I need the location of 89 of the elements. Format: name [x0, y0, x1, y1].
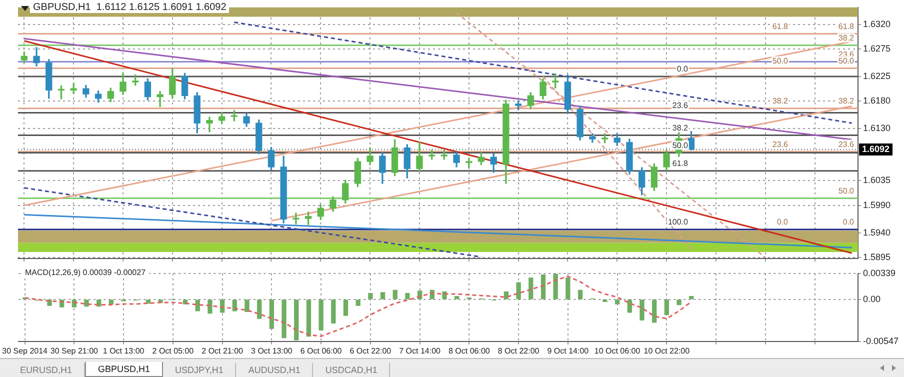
y-tick-label: -0.00547: [863, 336, 899, 346]
text: USDJPY,H1: [163, 363, 236, 377]
bar: [195, 300, 200, 312]
bar: [380, 292, 386, 300]
bar: [208, 300, 212, 314]
bar: [664, 300, 670, 316]
y-tick-label: 1.6035: [863, 175, 891, 186]
x-tick-label: 2 Oct 21:00: [202, 346, 244, 356]
annotation: 38.2: [672, 123, 689, 132]
x-tick-label: 8 Oct 06:00: [448, 346, 490, 356]
annotation: 50.0: [772, 56, 789, 66]
x-tick-label: 8 Oct 22:00: [498, 346, 540, 356]
chart-title: MACD(12,26,9) 0.00039 -0.00027: [22, 268, 149, 277]
bar: [516, 282, 521, 300]
bar: [356, 300, 360, 306]
text: USDCAD,H1: [313, 363, 390, 377]
bar: [627, 300, 632, 313]
annotation: 61.8: [772, 22, 789, 31]
bar: [269, 300, 274, 329]
text: AUDUSD,H1: [236, 363, 314, 377]
y-tick-label: 1.5940: [863, 227, 891, 238]
bar: [405, 292, 410, 300]
y-tick-label: 0.00: [863, 294, 881, 304]
y-tick-label: 1.5895: [863, 252, 891, 262]
candlestick: [292, 212, 300, 224]
x-tick-label: 10 Oct 06:00: [594, 346, 641, 356]
bar: [108, 300, 114, 304]
bar: [540, 274, 546, 300]
chart-title: GBPUSD,H1 1.6112 1.6125 1.6091 1.6092: [30, 2, 230, 13]
bar: [257, 300, 262, 319]
annotation: 61.8: [672, 159, 689, 168]
annotation: 50.0: [838, 56, 855, 66]
x-tick-label: 30 Sep 2014: [2, 346, 48, 356]
bar: [566, 278, 570, 300]
bar: [294, 300, 299, 340]
annotation: 61.8: [838, 22, 855, 31]
candlestick: [156, 90, 164, 108]
text: EURUSD,H1: [8, 363, 86, 377]
ref-line-label: 1.6092: [862, 144, 890, 154]
x-tick-label: 10 Oct 22:00: [644, 346, 690, 356]
x-tick-label: 9 Oct 14:00: [547, 346, 590, 356]
bar: [244, 300, 250, 312]
x-tick-label: 6 Oct 22:00: [350, 346, 392, 356]
bar: [306, 300, 312, 337]
annotation: 38.2: [772, 96, 789, 106]
y-tick-label: 1.5990: [863, 200, 891, 210]
annotation: 23.6: [838, 50, 855, 59]
bar: [676, 300, 682, 306]
x-tick-label: 30 Sep 21:00: [50, 346, 99, 356]
bar: [368, 292, 373, 300]
bar: [232, 300, 237, 312]
bar: [602, 300, 608, 302]
bar: [318, 300, 324, 330]
annotation: 38.2: [838, 33, 855, 42]
line-series: [24, 276, 692, 338]
y-tick-label: 1.6320: [863, 18, 891, 29]
bar: [331, 300, 336, 324]
bar: [640, 300, 644, 320]
bar: [614, 300, 620, 304]
x-tick-label: 7 Oct 14:00: [399, 346, 442, 356]
x-tick-label: 1 Oct 13:00: [102, 346, 145, 356]
annotation: 0.0: [842, 218, 855, 227]
annotation: 0.0: [776, 218, 789, 227]
x-tick-label: 3 Oct 13:00: [251, 346, 293, 356]
x-tick-label: 6 Oct 06:00: [300, 346, 342, 356]
annotation: 50.0: [672, 140, 689, 150]
bar: [652, 300, 657, 323]
annotation: 23.6: [772, 140, 789, 149]
bar: [282, 300, 286, 338]
annotation: 50.0: [838, 186, 855, 196]
y-tick-label: 1.6225: [863, 70, 891, 81]
bar: [578, 290, 583, 300]
bar: [392, 290, 398, 300]
bar: [553, 274, 558, 300]
annotation: 100.0: [668, 218, 689, 227]
bar: [84, 300, 89, 307]
annotation: 38.2: [838, 96, 855, 106]
annotation: 23.6: [672, 100, 689, 110]
y-tick-label: 1.6275: [863, 44, 891, 54]
annotation: 0.0: [676, 64, 689, 74]
annotation: 23.6: [838, 140, 855, 149]
x-tick-label: 2 Oct 05:00: [152, 346, 194, 356]
bar: [454, 296, 460, 300]
bar: [528, 278, 534, 300]
y-tick-label: 0.00339: [863, 268, 896, 278]
bar: [689, 296, 694, 300]
y-tick-label: 1.6180: [863, 96, 891, 106]
bar: [343, 300, 348, 316]
y-tick-label: 1.6130: [863, 123, 891, 134]
